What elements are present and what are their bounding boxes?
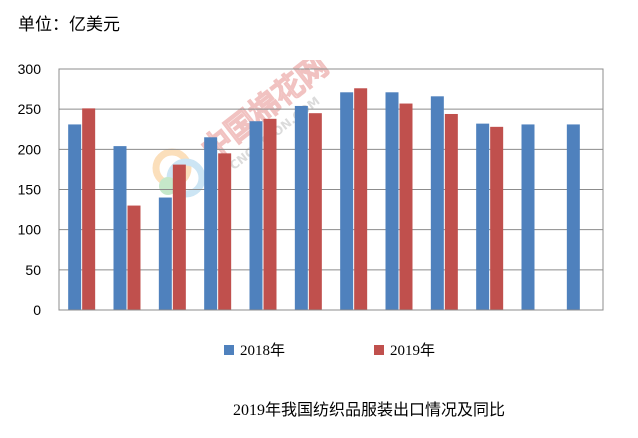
legend-swatch-2019: [374, 345, 384, 355]
y-tick-label: 50: [25, 262, 41, 278]
legend-label-2018: 2018年: [240, 342, 285, 359]
y-axis-ticks: 0 50 100 150 200 250 300: [18, 61, 42, 318]
y-tick-label: 200: [18, 141, 42, 157]
y-tick-label: 300: [18, 61, 42, 77]
y-tick-label: 100: [18, 222, 42, 238]
bar-2018年-11: [521, 124, 535, 311]
bar-2019年-8: [399, 103, 413, 310]
bar-2018年-12: [566, 124, 580, 311]
bar-2019年-3: [172, 164, 186, 310]
bar-2019年-5: [263, 118, 277, 310]
unit-label: 单位：亿美元: [18, 15, 120, 35]
bar-2019年-10: [490, 126, 504, 310]
bar-2019年-9: [444, 113, 458, 310]
bar-2019年-6: [308, 113, 322, 310]
bar-2018年-7: [340, 92, 354, 311]
bar-2018年-8: [385, 92, 399, 311]
legend-label-2019: 2019年: [390, 342, 435, 359]
bars: [68, 88, 580, 311]
y-tick-label: 250: [18, 101, 42, 117]
bar-2019年-2: [127, 205, 141, 310]
chart-caption: 2019年我国纺织品服装出口情况及同比: [232, 402, 505, 419]
bar-2019年-7: [354, 88, 368, 310]
bar-2018年-1: [68, 124, 82, 311]
bar-2018年-4: [204, 137, 218, 310]
bar-2018年-3: [158, 197, 172, 310]
bar-2019年-1: [82, 108, 96, 310]
bar-2018年-2: [113, 146, 127, 310]
bar-2018年-5: [249, 121, 263, 310]
legend: 2018年 2019年: [224, 342, 435, 359]
plot-frame: [58, 68, 604, 311]
bar-2018年-6: [294, 105, 308, 310]
bar-2019年-4: [218, 153, 232, 310]
bar-2018年-9: [430, 96, 444, 311]
bar-2018年-10: [476, 123, 490, 310]
legend-swatch-2018: [224, 345, 234, 355]
y-tick-label: 150: [18, 182, 42, 198]
gridlines: [59, 68, 603, 311]
y-tick-label: 0: [33, 302, 41, 318]
